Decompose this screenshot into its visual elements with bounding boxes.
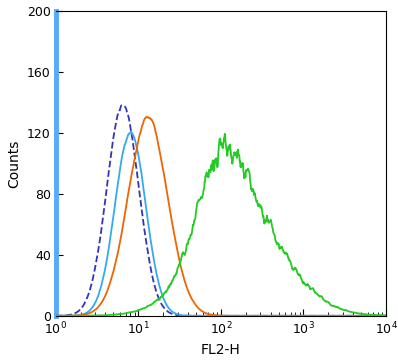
- Y-axis label: Counts: Counts: [8, 139, 21, 188]
- X-axis label: FL2-H: FL2-H: [201, 343, 241, 357]
